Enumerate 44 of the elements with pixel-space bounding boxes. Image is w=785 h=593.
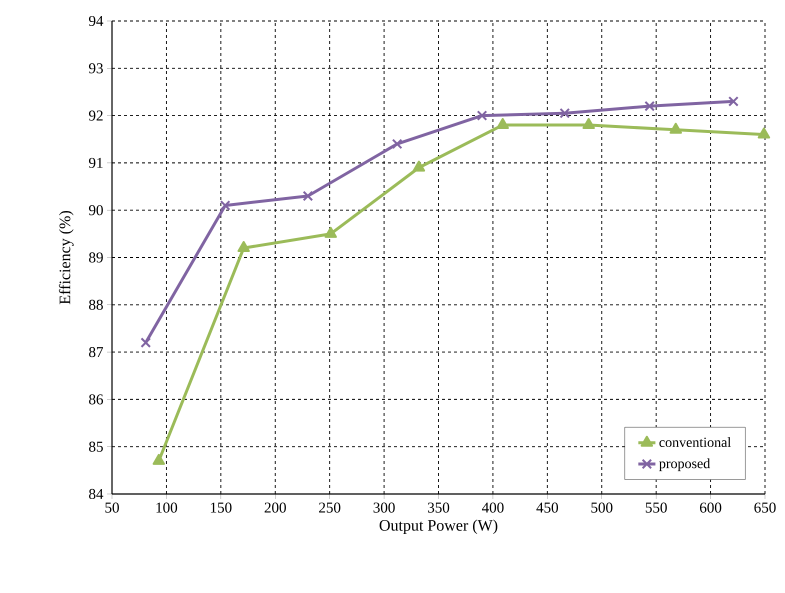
point	[476, 110, 488, 121]
point	[728, 96, 739, 107]
y-tick-label: 92	[88, 110, 103, 121]
x-axis-title: Output Power (W)	[380, 520, 498, 534]
x-tick-label: 650	[754, 502, 776, 513]
y-tick-label: 90	[88, 205, 103, 216]
x-tick-label: 200	[264, 502, 286, 513]
point	[582, 118, 595, 130]
point	[670, 122, 682, 134]
x-tick-label: 350	[428, 502, 450, 513]
y-axis-title: Efficiency (%)	[58, 211, 74, 304]
x-tick-label: 600	[700, 502, 722, 513]
x-tick-label: 100	[156, 502, 178, 513]
x-tick-label: 250	[319, 502, 340, 513]
y-tick-label: 87	[89, 347, 104, 358]
point	[560, 108, 570, 118]
y-tick-label: 88	[89, 300, 103, 310]
y-tick-label: 91	[88, 158, 103, 168]
point	[392, 138, 402, 150]
x-tick-label: 150	[210, 502, 232, 513]
point	[152, 454, 165, 465]
x-tick-label: 400	[482, 502, 504, 513]
y-tick-label: 84	[89, 488, 104, 500]
point	[220, 200, 230, 211]
legend-label: conventional	[659, 437, 731, 448]
x-tick-label: 550	[646, 502, 667, 513]
x-tick-label: 50	[105, 502, 119, 513]
point	[758, 128, 770, 139]
point	[644, 100, 655, 112]
point	[238, 241, 250, 252]
y-tick-label: 93	[88, 63, 103, 74]
point	[140, 337, 151, 348]
y-tick-label: 86	[89, 394, 104, 404]
legend-label: proposed	[659, 458, 710, 472]
point	[324, 226, 337, 238]
point	[496, 118, 509, 130]
point	[302, 190, 314, 202]
x-tick-label: 500	[591, 502, 612, 513]
y-tick-label: 85	[89, 442, 103, 452]
x-tick-label: 300	[374, 502, 395, 513]
point	[412, 160, 426, 172]
y-tick-label: 89	[89, 252, 103, 263]
x-tick-label: 450	[536, 502, 558, 513]
y-tick-label: 94	[88, 16, 104, 26]
